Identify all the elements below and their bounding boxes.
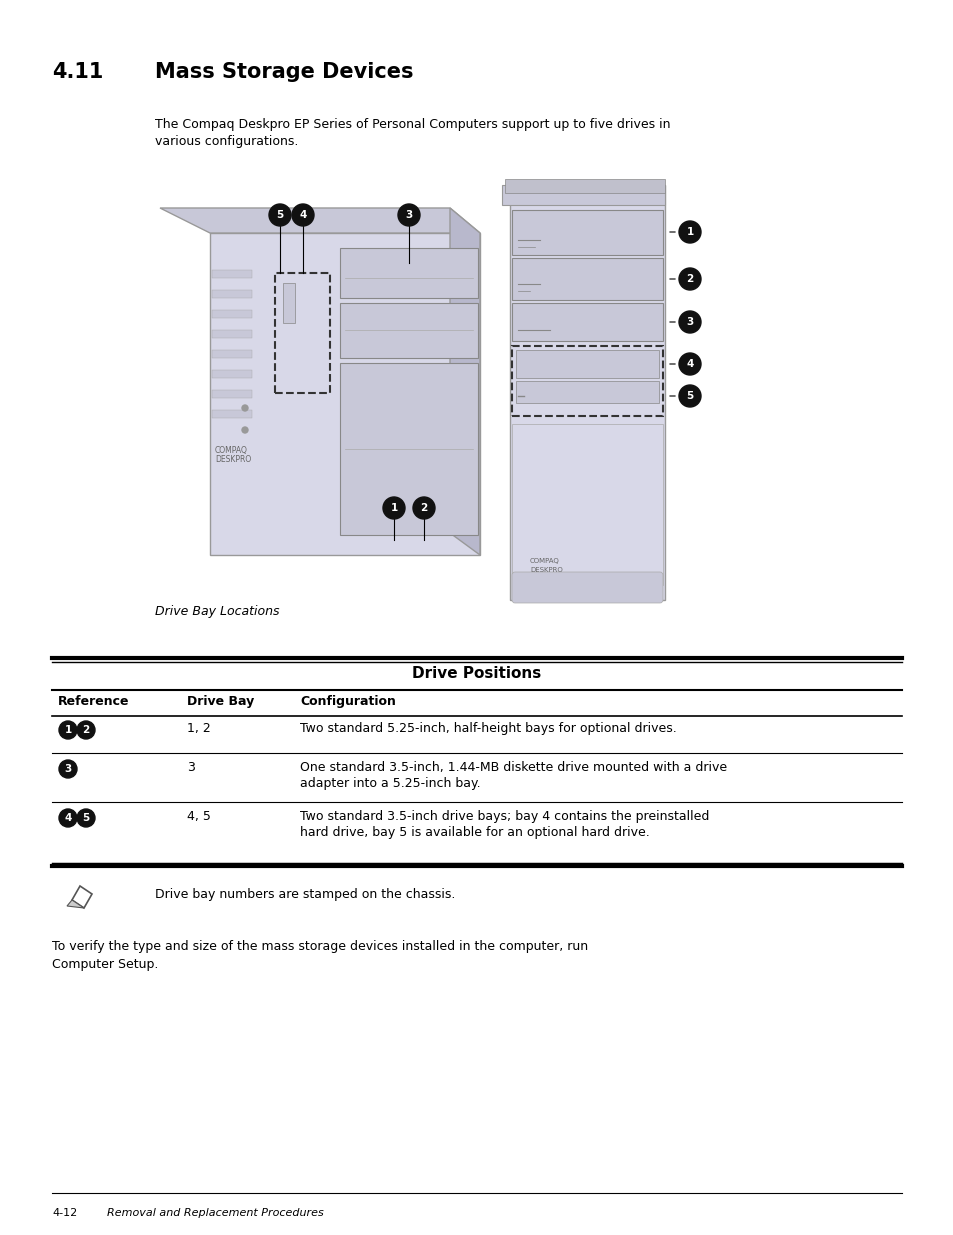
FancyBboxPatch shape — [512, 572, 662, 603]
Bar — [339, 303, 477, 358]
Bar — [212, 310, 252, 317]
Circle shape — [77, 721, 95, 739]
Text: 1: 1 — [390, 503, 397, 513]
Text: 5: 5 — [276, 210, 283, 220]
Text: Removal and Replacement Procedures: Removal and Replacement Procedures — [107, 1208, 323, 1218]
Circle shape — [382, 496, 405, 519]
Text: Two standard 5.25-inch, half-height bays for optional drives.: Two standard 5.25-inch, half-height bays… — [299, 722, 676, 735]
Text: Two standard 3.5-inch drive bays; bay 4 contains the preinstalled: Two standard 3.5-inch drive bays; bay 4 … — [299, 810, 709, 823]
Bar — [274, 273, 330, 393]
Circle shape — [59, 809, 77, 827]
Text: 2: 2 — [82, 725, 90, 735]
Circle shape — [679, 353, 700, 375]
Bar — [339, 248, 477, 298]
Bar — [516, 350, 659, 378]
Text: One standard 3.5-inch, 1.44-MB diskette drive mounted with a drive: One standard 3.5-inch, 1.44-MB diskette … — [299, 761, 726, 774]
Text: DESKPRO: DESKPRO — [530, 567, 562, 573]
Circle shape — [242, 405, 248, 411]
Text: adapter into a 5.25-inch bay.: adapter into a 5.25-inch bay. — [299, 777, 480, 790]
Text: Drive Bay: Drive Bay — [187, 695, 254, 708]
Circle shape — [242, 427, 248, 433]
Text: various configurations.: various configurations. — [154, 135, 298, 148]
Text: 4: 4 — [299, 210, 306, 220]
Text: Reference: Reference — [58, 695, 130, 708]
Circle shape — [77, 809, 95, 827]
Text: 4: 4 — [685, 359, 693, 369]
Circle shape — [679, 385, 700, 408]
Text: 4.11: 4.11 — [52, 62, 103, 82]
Circle shape — [269, 204, 291, 226]
Circle shape — [413, 496, 435, 519]
Text: To verify the type and size of the mass storage devices installed in the compute: To verify the type and size of the mass … — [52, 940, 587, 953]
Bar — [212, 270, 252, 278]
Bar — [512, 210, 662, 254]
Polygon shape — [450, 207, 479, 555]
Text: 5: 5 — [82, 813, 90, 823]
Bar — [512, 346, 662, 416]
Bar — [212, 410, 252, 417]
Bar — [212, 370, 252, 378]
Text: Computer Setup.: Computer Setup. — [52, 958, 158, 971]
Circle shape — [679, 221, 700, 243]
Bar — [212, 290, 252, 298]
Text: COMPAQ: COMPAQ — [530, 558, 559, 564]
Text: 4-12: 4-12 — [52, 1208, 77, 1218]
Text: Drive bay numbers are stamped on the chassis.: Drive bay numbers are stamped on the cha… — [154, 888, 455, 902]
Text: Configuration: Configuration — [299, 695, 395, 708]
Bar — [512, 258, 662, 300]
Text: 1: 1 — [64, 725, 71, 735]
Text: Drive Positions: Drive Positions — [412, 666, 541, 680]
Polygon shape — [160, 207, 479, 233]
Circle shape — [679, 311, 700, 333]
Text: 4, 5: 4, 5 — [187, 810, 211, 823]
Circle shape — [59, 760, 77, 778]
Text: 5: 5 — [685, 391, 693, 401]
Bar — [212, 330, 252, 338]
Circle shape — [59, 721, 77, 739]
Text: 2: 2 — [685, 274, 693, 284]
Text: 4: 4 — [64, 813, 71, 823]
Text: COMPAQ: COMPAQ — [214, 446, 248, 454]
Bar — [510, 185, 664, 600]
Circle shape — [292, 204, 314, 226]
Text: 3: 3 — [64, 764, 71, 774]
Polygon shape — [67, 900, 84, 908]
Text: 3: 3 — [405, 210, 413, 220]
Text: 3: 3 — [685, 317, 693, 327]
Bar — [283, 283, 294, 324]
Bar — [212, 350, 252, 358]
Text: Mass Storage Devices: Mass Storage Devices — [154, 62, 413, 82]
Text: Drive Bay Locations: Drive Bay Locations — [154, 605, 279, 618]
Text: 1: 1 — [685, 227, 693, 237]
Text: hard drive, bay 5 is available for an optional hard drive.: hard drive, bay 5 is available for an op… — [299, 826, 649, 839]
Polygon shape — [210, 233, 479, 555]
Text: 3: 3 — [187, 761, 194, 774]
Bar — [512, 424, 662, 585]
Text: DESKPRO: DESKPRO — [214, 454, 251, 464]
Text: 2: 2 — [420, 503, 427, 513]
Text: 1, 2: 1, 2 — [187, 722, 211, 735]
Circle shape — [679, 268, 700, 290]
Circle shape — [397, 204, 419, 226]
Bar — [516, 382, 659, 403]
Bar — [504, 179, 664, 193]
Bar — [339, 363, 477, 535]
Bar — [512, 303, 662, 341]
Bar — [501, 185, 664, 205]
Bar — [212, 390, 252, 398]
Text: The Compaq Deskpro EP Series of Personal Computers support up to five drives in: The Compaq Deskpro EP Series of Personal… — [154, 119, 670, 131]
